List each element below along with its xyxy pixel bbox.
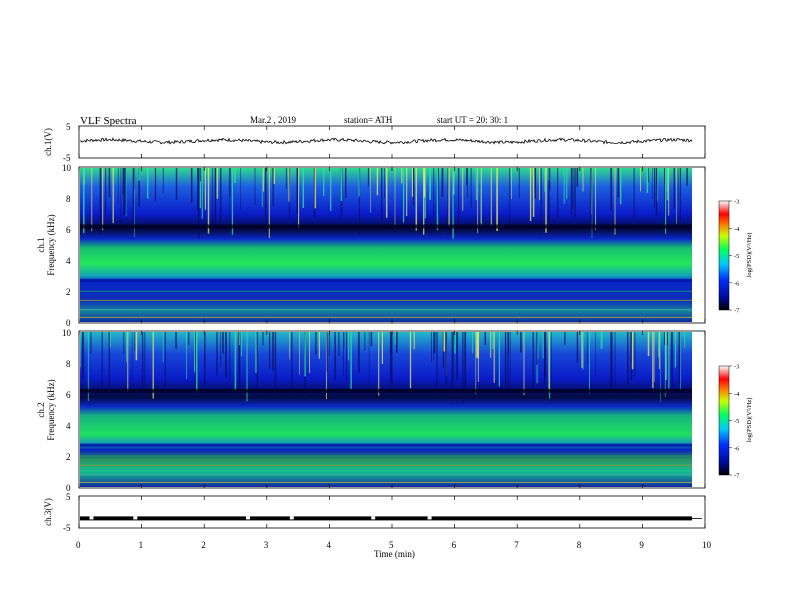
ch1-spectrogram-ylabel: ch.1Frequency (kHz)	[36, 214, 56, 275]
ch1-freq-tick: 2	[66, 287, 71, 297]
ch2-colorbar: -3 -4 -5 -6 -7 log(PSD)(V²/Hz)	[718, 364, 753, 480]
figure-title: VLF Spectra	[80, 115, 137, 127]
colorbar-tick: -6	[734, 280, 740, 287]
ch3-gap	[289, 516, 294, 520]
x-tick-label: 8	[577, 540, 582, 550]
colorbar-tick: -3	[734, 364, 739, 371]
ch1-spectrogram-features	[80, 168, 692, 318]
station-label: station= ATH	[344, 115, 393, 125]
ch1-freq-tick: 4	[66, 256, 71, 266]
ch3-ytick-bottom: -5	[63, 523, 71, 533]
ch3-gap	[89, 516, 94, 520]
ch3-waveform-line	[80, 516, 702, 521]
start-time-label: start UT = 20: 30: 1	[437, 115, 508, 125]
ch1-colorbar-label: log(PSD)(V²/Hz)	[746, 233, 753, 278]
ch3-waveform-panel: 5 -5 ch.3(V)	[43, 492, 706, 533]
colorbar-tick: -7	[734, 473, 740, 480]
ch2-freq-tick: 10	[62, 328, 72, 338]
ch1-freq-ticks: 0 2 4 6 8 10	[62, 163, 72, 328]
ch2-freq-ticks: 0 2 4 6 8 10	[62, 328, 72, 493]
colorbar-tick: -4	[734, 391, 740, 398]
colorbar-tick: -5	[734, 253, 739, 260]
colorbar-tick: -4	[734, 226, 740, 233]
x-tick-label: 9	[639, 540, 644, 550]
ch2-spectrogram-image	[80, 332, 692, 487]
ch1-freq-tick: 0	[66, 318, 71, 328]
ch1-ylabel: ch.1(V)	[43, 128, 53, 156]
x-tick-label: 7	[514, 540, 519, 550]
ch3-signal-trace	[80, 516, 692, 521]
ch1-ytick-top: 5	[66, 122, 71, 132]
colorbar-tick: -6	[734, 445, 740, 452]
x-tick-label: 5	[389, 540, 394, 550]
ch1-colorbar: -3 -4 -5 -6 -7 log(PSD)(V²/Hz)	[718, 199, 753, 315]
ch3-gap	[427, 516, 432, 520]
x-axis: 0 1 2 3 4 5 6 7 8 9 10	[76, 126, 712, 550]
x-tick-label: 6	[452, 540, 457, 550]
ch1-freq-tick: 8	[66, 194, 71, 204]
colorbar-tick: -7	[734, 308, 740, 315]
x-tick-label: 4	[326, 540, 331, 550]
ch2-spectrogram-panel: 0 2 4 6 8 10 ch.2Frequency (kHz)	[36, 328, 706, 493]
colorbar-tick: -5	[734, 418, 739, 425]
ch2-freq-tick: 4	[66, 421, 71, 431]
ch3-gap	[371, 516, 376, 520]
ch3-ylabel: ch.3(V)	[43, 498, 53, 526]
date-label: Mar.2 , 2019	[250, 115, 296, 125]
x-tick-label: 2	[201, 540, 206, 550]
ch2-freq-tick: 2	[66, 452, 71, 462]
x-tick-label: 10	[702, 540, 712, 550]
ch1-ytick-bottom: -5	[63, 153, 71, 163]
ch3-gap	[133, 516, 138, 520]
x-tick-label: 1	[139, 540, 144, 550]
ch2-spectrogram-features	[80, 332, 692, 483]
colorbar-tick: -3	[734, 199, 739, 206]
ch2-colorbar-label: log(PSD)(V²/Hz)	[746, 398, 753, 443]
ch2-spectrogram-ylabel: ch.2Frequency (kHz)	[36, 379, 56, 440]
ch3-ytick-top: 5	[66, 492, 71, 502]
ch2-freq-tick: 8	[66, 359, 71, 369]
ch1-waveform-line	[79, 137, 693, 145]
x-axis-label: Time (min)	[374, 549, 415, 559]
ch1-waveform-panel: 5 -5 ch.1(V)	[43, 122, 706, 163]
ch3-gap	[246, 516, 250, 520]
ch2-freq-tick: 0	[66, 483, 71, 493]
ch2-freq-tick: 6	[66, 390, 71, 400]
x-tick-label: 3	[264, 540, 269, 550]
ch1-freq-tick: 10	[62, 163, 72, 173]
x-tick-label: 0	[76, 540, 81, 550]
ch1-spectrogram-panel: 0 2 4 6 8 10 ch.1Frequency (kHz)	[36, 163, 706, 328]
ch1-freq-tick: 6	[66, 225, 71, 235]
